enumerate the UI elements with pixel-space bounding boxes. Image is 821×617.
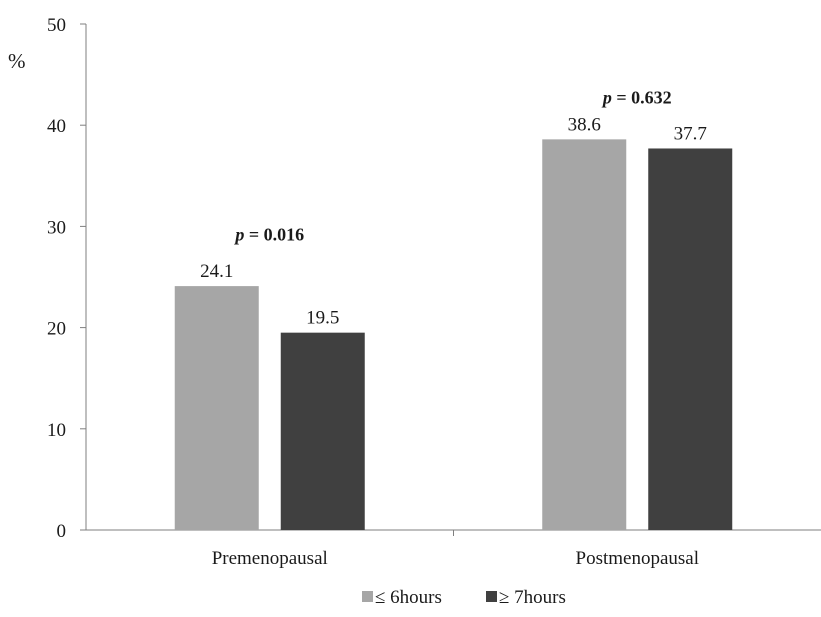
p-value-text: = 0.016 [244,224,304,244]
legend-swatch [362,591,373,602]
legend-label: ≥ 7hours [499,587,566,608]
legend-label: ≤ 6hours [375,587,442,608]
data-label: 38.6 [568,114,601,135]
y-axis-unit-label: % [8,49,26,73]
bars [174,139,733,531]
bar [174,286,259,530]
legend: ≤ 6hours ≥ 7hours [362,587,566,608]
y-tick-label: 10 [47,420,66,441]
y-tick-label: 50 [47,15,66,36]
bar [280,332,365,530]
x-category-label: Premenopausal [212,548,328,569]
bar [648,148,733,530]
data-label: 37.7 [674,123,707,144]
data-labels: 24.1 19.5 38.6 37.7 [200,114,707,328]
y-tick-label: 40 [47,116,66,137]
p-value-text: = 0.632 [612,87,672,107]
x-category-label: Postmenopausal [576,548,700,569]
y-tick-label: 30 [47,217,66,238]
p-value-annotation: p = 0.632 [601,87,672,107]
y-tick-label: 0 [57,521,67,542]
data-label: 24.1 [200,261,233,282]
p-symbol: p [233,224,244,244]
bar [542,139,627,531]
p-value-annotation: p = 0.016 [233,224,304,244]
y-tick-label: 20 [47,319,66,340]
data-label: 19.5 [306,308,339,329]
p-symbol: p [601,87,612,107]
legend-swatch [486,591,497,602]
